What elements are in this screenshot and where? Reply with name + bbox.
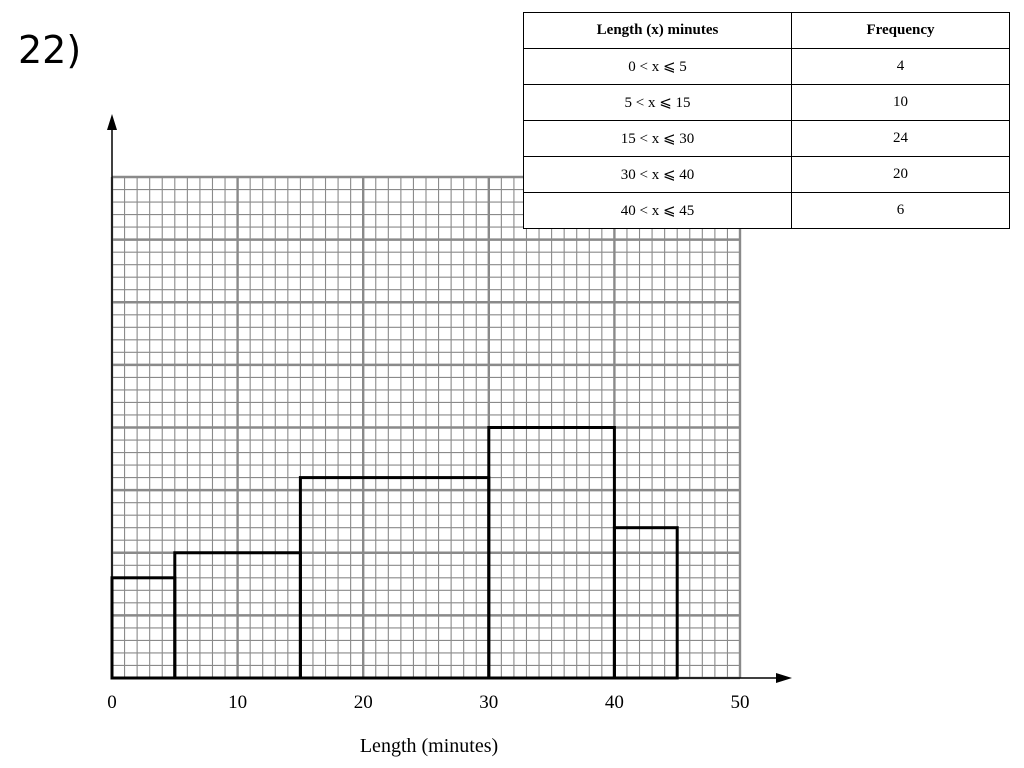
interval-cell: 5 < x ⩽ 15 — [524, 85, 792, 121]
frequency-cell: 10 — [792, 85, 1010, 121]
frequency-cell: 6 — [792, 193, 1010, 229]
table-row: 40 < x ⩽ 45 6 — [524, 193, 1010, 229]
x-tick-label: 10 — [228, 692, 247, 713]
y-axis-arrow — [107, 114, 117, 130]
frequency-cell: 24 — [792, 121, 1010, 157]
frequency-table: Length (x) minutes Frequency 0 < x ⩽ 5 4… — [523, 12, 1010, 229]
table-row: 15 < x ⩽ 30 24 — [524, 121, 1010, 157]
x-tick-labels: 0 10 20 30 40 50 — [107, 692, 749, 713]
x-axis-arrow — [776, 673, 792, 683]
frequency-cell: 4 — [792, 49, 1010, 85]
table-row: 5 < x ⩽ 15 10 — [524, 85, 1010, 121]
table-row: 30 < x ⩽ 40 20 — [524, 157, 1010, 193]
interval-cell: 30 < x ⩽ 40 — [524, 157, 792, 193]
frequency-cell: 20 — [792, 157, 1010, 193]
column-header-frequency: Frequency — [792, 13, 1010, 49]
interval-cell: 40 < x ⩽ 45 — [524, 193, 792, 229]
x-tick-label: 0 — [107, 692, 117, 713]
x-axis-title: Length (minutes) — [360, 735, 498, 757]
column-header-length: Length (x) minutes — [524, 13, 792, 49]
interval-cell: 0 < x ⩽ 5 — [524, 49, 792, 85]
x-tick-label: 50 — [731, 692, 750, 713]
interval-cell: 15 < x ⩽ 30 — [524, 121, 792, 157]
grid — [112, 177, 740, 678]
x-tick-label: 30 — [479, 692, 498, 713]
table-header-row: Length (x) minutes Frequency — [524, 13, 1010, 49]
table-row: 0 < x ⩽ 5 4 — [524, 49, 1010, 85]
x-tick-label: 40 — [605, 692, 624, 713]
x-tick-label: 20 — [354, 692, 373, 713]
